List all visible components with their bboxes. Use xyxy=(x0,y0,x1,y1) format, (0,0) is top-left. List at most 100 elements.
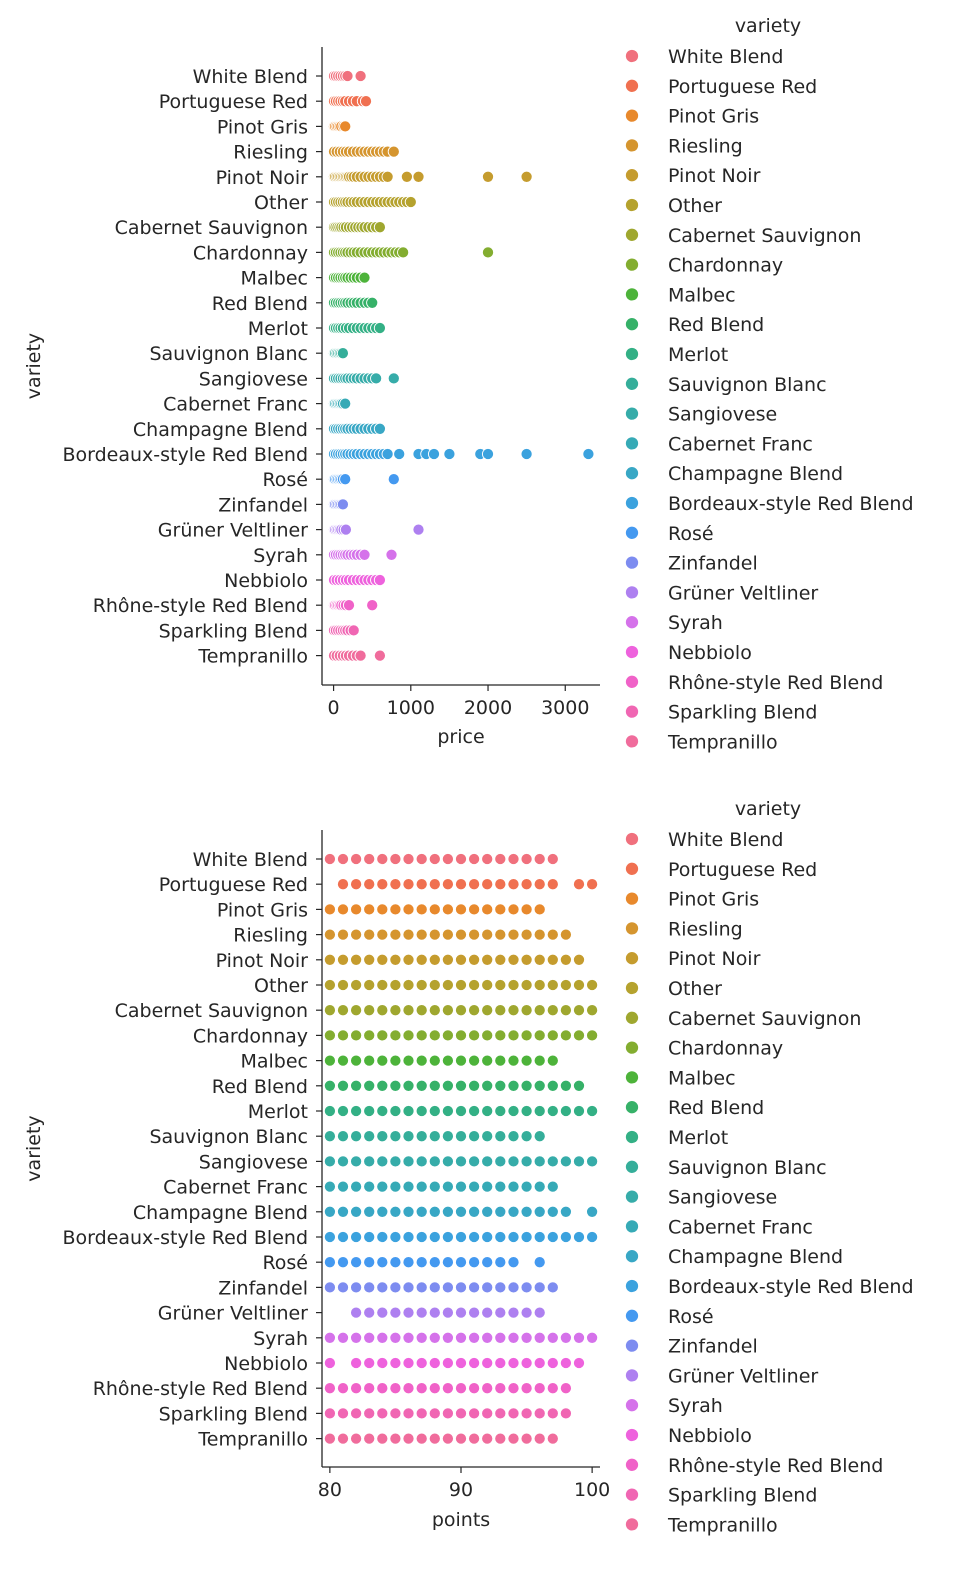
data-point xyxy=(481,1079,494,1092)
legend-entry: Nebbiolo xyxy=(668,642,752,664)
legend: variety White Blend Portuguese Red Pinot Gr… xyxy=(624,15,914,753)
data-point xyxy=(402,1029,415,1042)
data-point xyxy=(454,1230,468,1244)
data-point xyxy=(468,1104,481,1118)
legend-entry: Pinot Gris xyxy=(668,889,759,911)
data-point xyxy=(350,852,363,866)
data-point xyxy=(468,852,481,866)
legend-marker xyxy=(624,1398,640,1413)
data-point xyxy=(415,1407,428,1420)
data-point xyxy=(336,928,350,941)
legend-marker xyxy=(624,1040,640,1055)
data-point xyxy=(336,1331,350,1344)
data-point xyxy=(454,928,468,941)
data-point xyxy=(559,953,572,966)
data-point xyxy=(533,1104,546,1118)
data-point xyxy=(443,447,456,461)
legend-entry: Malbec xyxy=(668,1067,736,1089)
data-point xyxy=(546,1407,559,1420)
data-point xyxy=(389,1079,402,1092)
data-point xyxy=(441,852,454,866)
data-point xyxy=(415,1205,428,1218)
data-point xyxy=(520,903,533,916)
data-point xyxy=(454,1205,468,1218)
data-point xyxy=(520,1407,533,1420)
data-point xyxy=(572,1331,586,1344)
data-point xyxy=(376,1382,389,1395)
data-point xyxy=(427,447,441,461)
y-axis-title: variety xyxy=(23,333,45,399)
data-point xyxy=(415,1230,428,1244)
legend-entry: Merlot xyxy=(668,344,728,366)
data-point xyxy=(415,1432,428,1445)
data-point xyxy=(428,1205,441,1218)
x-axis-title: price xyxy=(437,726,484,748)
data-point xyxy=(586,1104,599,1118)
data-point xyxy=(520,928,533,941)
data-point xyxy=(507,1104,520,1118)
data-point xyxy=(385,548,398,561)
data-point xyxy=(481,1356,494,1370)
data-point xyxy=(323,1205,336,1218)
data-point xyxy=(363,878,376,891)
data-point xyxy=(412,523,425,536)
data-point xyxy=(533,1054,546,1067)
data-point xyxy=(389,1130,402,1143)
legend-entry: Sangiovese xyxy=(668,1187,777,1209)
data-point xyxy=(323,1155,336,1168)
data-point xyxy=(572,878,586,891)
data-point xyxy=(402,978,415,992)
y-tick-label: Riesling xyxy=(233,925,308,947)
data-point xyxy=(586,1029,599,1042)
data-point xyxy=(454,1382,468,1395)
data-point xyxy=(350,978,363,992)
data-point xyxy=(533,878,546,891)
data-point xyxy=(520,1281,533,1294)
data-point xyxy=(572,1155,586,1168)
data-point xyxy=(454,1306,468,1319)
data-point xyxy=(546,1331,559,1344)
data-point xyxy=(363,928,376,941)
data-point xyxy=(323,1407,336,1420)
data-point xyxy=(468,1256,481,1269)
legend-marker xyxy=(624,951,640,966)
data-point xyxy=(454,878,468,891)
data-point xyxy=(363,1306,376,1319)
y-tick-label: Merlot xyxy=(248,1101,308,1123)
data-point xyxy=(481,928,494,941)
legend-marker xyxy=(624,436,640,451)
data-point xyxy=(494,953,507,966)
data-point xyxy=(381,447,394,461)
legend-entry: Portuguese Red xyxy=(668,76,817,98)
data-point xyxy=(441,1130,454,1143)
data-point xyxy=(572,1230,586,1244)
legend-marker xyxy=(624,1159,640,1174)
legend-marker xyxy=(624,615,640,630)
data-point xyxy=(389,1054,402,1067)
legend-entry: Sauvignon Blanc xyxy=(668,374,827,396)
legend-marker xyxy=(624,1517,640,1532)
y-tick-label: Sangiovese xyxy=(199,368,308,390)
data-point xyxy=(336,347,349,360)
y-tick-label: Syrah xyxy=(253,1328,308,1350)
y-tick-label: White Blend xyxy=(193,66,308,88)
data-point xyxy=(507,928,520,941)
data-point xyxy=(402,1407,415,1420)
data-point xyxy=(572,1079,586,1092)
data-point xyxy=(428,1281,441,1294)
data-point xyxy=(350,1256,363,1269)
legend-entry: Rosé xyxy=(668,1306,714,1328)
legend-entry: Tempranillo xyxy=(667,1514,778,1536)
data-point xyxy=(397,246,410,259)
data-point xyxy=(441,1104,454,1118)
data-point xyxy=(323,1180,336,1193)
legend-entry: Malbec xyxy=(668,284,736,306)
data-point xyxy=(323,1130,336,1143)
data-point xyxy=(507,1281,520,1294)
data-point xyxy=(546,1079,559,1092)
data-point xyxy=(533,1230,546,1244)
data-point xyxy=(402,1356,415,1370)
y-tick-label: Portuguese Red xyxy=(159,91,308,113)
data-point xyxy=(494,1079,507,1092)
y-tick-label: Riesling xyxy=(233,142,308,164)
